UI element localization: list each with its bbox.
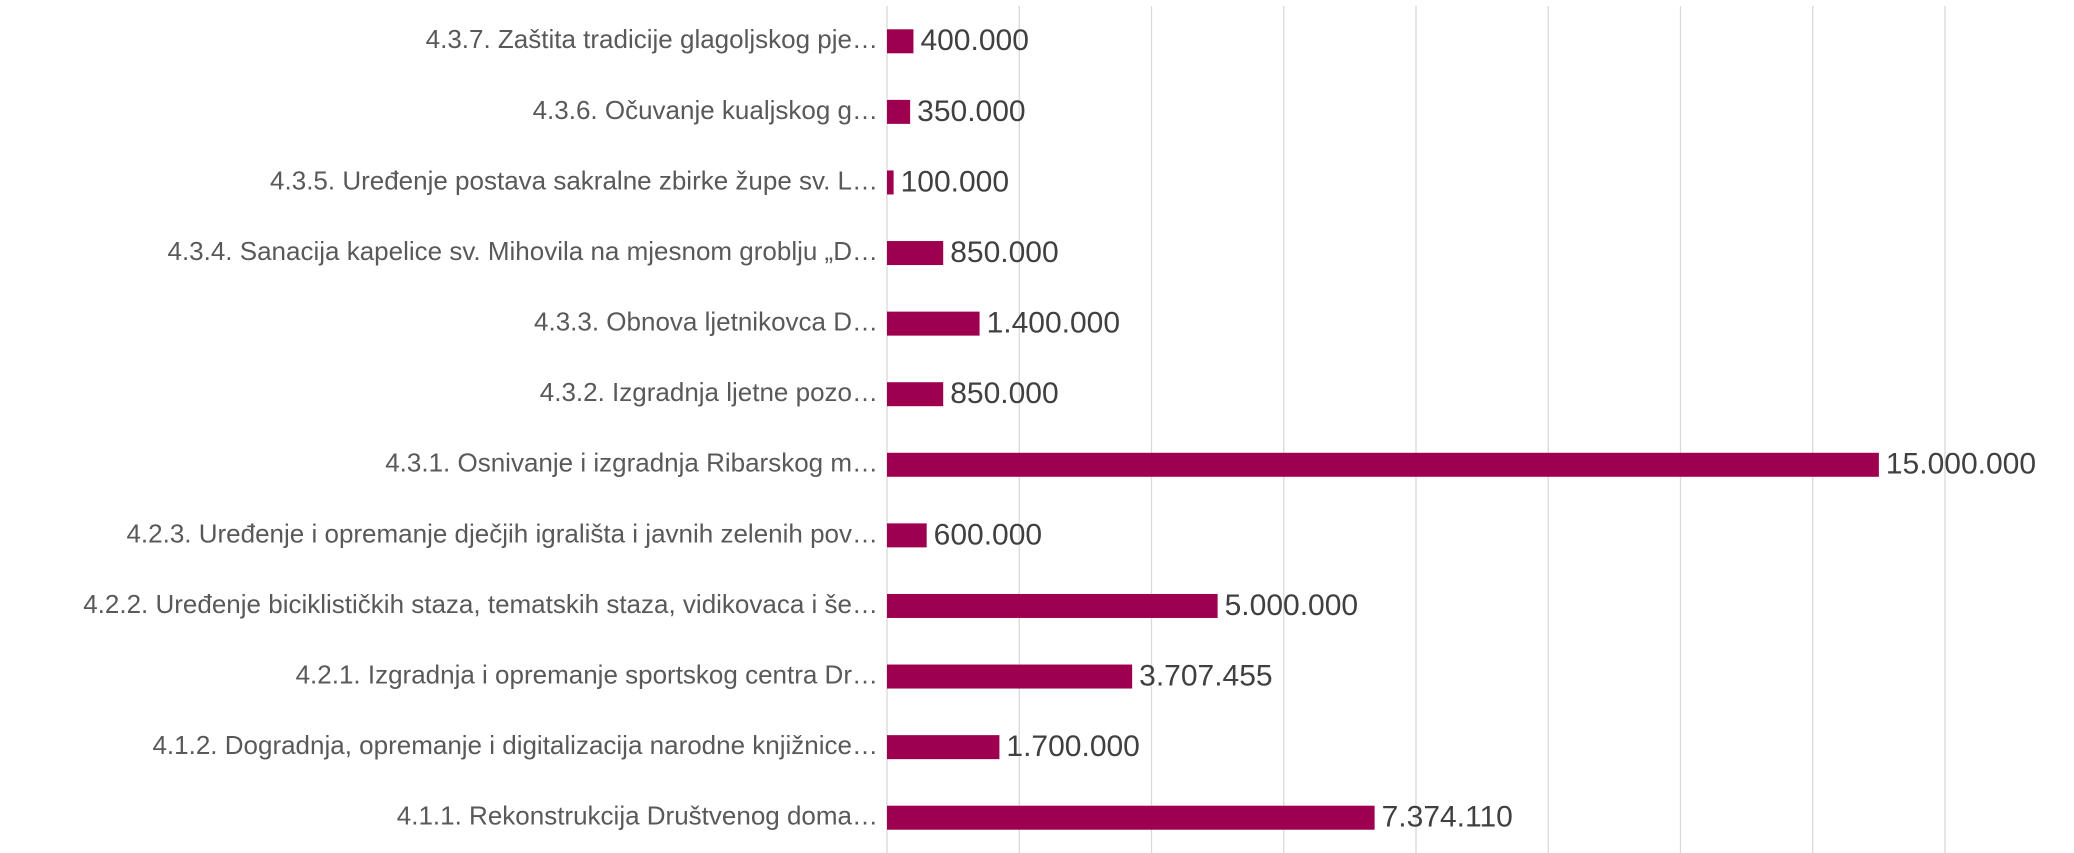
value-label: 350.000 [917, 95, 1025, 128]
y-tick-label: 4.2.3. Uređenje i opremanje dječjih igra… [126, 518, 878, 548]
y-tick-label: 4.3.3. Obnova ljetnikovca D… [534, 307, 878, 337]
value-label: 850.000 [950, 236, 1058, 269]
value-label: 600.000 [934, 518, 1042, 551]
bar [887, 735, 1000, 760]
value-label: 850.000 [950, 377, 1058, 410]
y-tick-label: 4.3.5. Uređenje postava sakralne zbirke … [270, 165, 878, 195]
y-tick-label: 4.3.6. Očuvanje kualjskog g… [533, 95, 878, 125]
y-tick-label: 4.2.2. Uređenje biciklističkih staza, te… [83, 589, 878, 619]
value-label: 1.700.000 [1006, 730, 1139, 763]
value-label: 15.000.000 [1886, 448, 2036, 481]
value-label: 1.400.000 [987, 307, 1120, 340]
y-tick-label: 4.1.1. Rekonstrukcija Društvenog doma… [397, 801, 878, 831]
bar [887, 452, 1879, 477]
bar [887, 593, 1218, 618]
y-tick-label: 4.3.4. Sanacija kapelice sv. Mihovila na… [167, 236, 878, 266]
y-tick-label: 4.3.2. Izgradnja ljetne pozo… [540, 377, 878, 407]
value-label: 5.000.000 [1225, 589, 1358, 622]
bar [887, 311, 980, 336]
y-tick-label: 4.2.1. Izgradnja i opremanje sportskog c… [296, 659, 878, 689]
bar [887, 664, 1133, 689]
y-tick-label: 4.1.2. Dogradnja, opremanje i digitaliza… [152, 730, 878, 760]
bar [887, 99, 911, 124]
bar [887, 523, 927, 548]
bar [887, 241, 944, 266]
bar [887, 170, 894, 195]
bar [887, 382, 944, 407]
value-label: 7.374.110 [1382, 801, 1513, 834]
y-tick-label: 4.3.1. Osnivanje i izgradnja Ribarskog m… [385, 448, 878, 478]
value-label: 400.000 [920, 24, 1028, 57]
value-label: 3.707.455 [1139, 659, 1272, 692]
bar [887, 29, 914, 54]
value-label: 100.000 [901, 165, 1009, 198]
y-tick-label: 4.3.7. Zaštita tradicije glagoljskog pje… [426, 24, 878, 54]
bar [887, 805, 1375, 830]
